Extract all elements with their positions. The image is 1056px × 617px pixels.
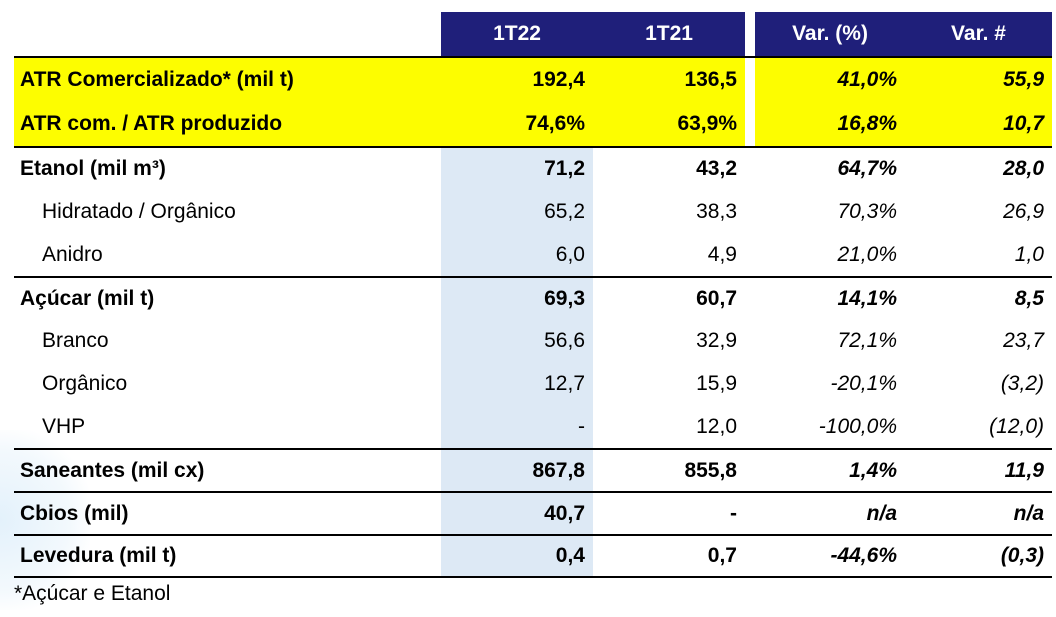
table-cell: 56,6 xyxy=(441,320,593,362)
table-cell: 63,9% xyxy=(593,102,745,146)
column-gap xyxy=(745,190,755,233)
table-cell: 4,9 xyxy=(707,242,737,266)
table-cell: 70,3% xyxy=(837,199,897,223)
header-blank xyxy=(14,12,441,56)
table-cell: (12,0) xyxy=(989,414,1044,438)
col-header-1t21: 1T21 xyxy=(593,12,745,56)
table-cell: 55,9 xyxy=(905,56,1052,102)
table-cell: 10,7 xyxy=(905,102,1052,146)
table-cell: 1,4% xyxy=(755,448,905,491)
column-gap xyxy=(745,276,755,320)
column-gap xyxy=(745,146,755,190)
row-label: Levedura (mil t) xyxy=(14,534,441,578)
row-label: Anidro xyxy=(42,242,103,266)
table-cell: 12,7 xyxy=(441,362,593,405)
table-cell: 23,7 xyxy=(1003,329,1044,352)
table-cell: 0,7 xyxy=(593,534,745,578)
row-label: Etanol (mil m³) xyxy=(14,146,441,190)
table-cell: 72,1% xyxy=(837,329,897,352)
table-cell: 60,7 xyxy=(593,276,745,320)
column-gap xyxy=(745,491,755,534)
table-cell: 41,0% xyxy=(755,56,905,102)
row-label: VHP xyxy=(42,414,86,438)
table-cell: - xyxy=(593,491,745,534)
table-cell: -44,6% xyxy=(755,534,905,578)
table-cell: 74,6% xyxy=(441,102,593,146)
table-cell: -20,1% xyxy=(830,371,897,395)
row-label: Saneantes (mil cx) xyxy=(14,448,441,491)
table-cell: 32,9 xyxy=(696,329,737,352)
col-header-var-abs: Var. # xyxy=(905,12,1052,56)
table-cell: n/a xyxy=(905,491,1052,534)
column-gap xyxy=(745,102,755,146)
table-cell: 11,9 xyxy=(905,448,1052,491)
table-cell: 16,8% xyxy=(755,102,905,146)
table-cell: 21,0% xyxy=(837,242,897,266)
table-cell: 867,8 xyxy=(441,448,593,491)
table-cell: n/a xyxy=(755,491,905,534)
table-cell: 15,9 xyxy=(696,371,737,395)
row-label: Hidratado / Orgânico xyxy=(42,199,236,223)
row-label: Açúcar (mil t) xyxy=(14,276,441,320)
table-cell: 6,0 xyxy=(441,233,593,276)
table-cell: 8,5 xyxy=(905,276,1052,320)
watermark xyxy=(0,430,90,610)
table-cell: -100,0% xyxy=(818,414,897,438)
table-cell: 38,3 xyxy=(696,199,737,223)
table-cell: 28,0 xyxy=(905,146,1052,190)
table-cell: 69,3 xyxy=(441,276,593,320)
column-gap xyxy=(745,534,755,578)
table-cell: 136,5 xyxy=(593,56,745,102)
row-label: Cbios (mil) xyxy=(14,491,441,534)
row-label: Orgânico xyxy=(42,371,128,395)
table-cell: (3,2) xyxy=(1000,371,1044,395)
table-cell: 192,4 xyxy=(441,56,593,102)
results-table: 1T22 1T21 Var. (%) Var. # ATR Comercializado… xyxy=(14,12,1052,578)
table-cell: 64,7% xyxy=(755,146,905,190)
table-cell: 71,2 xyxy=(441,146,593,190)
table-cell: 40,7 xyxy=(441,491,593,534)
table-cell: 14,1% xyxy=(755,276,905,320)
row-label: ATR Comercializado* (mil t) xyxy=(14,56,441,102)
table-cell: 43,2 xyxy=(593,146,745,190)
table-cell: 1,0 xyxy=(1014,242,1044,266)
table-cell: 65,2 xyxy=(441,190,593,233)
table-cell: 26,9 xyxy=(1003,199,1044,223)
column-gap xyxy=(745,320,755,362)
row-label: Branco xyxy=(42,329,109,352)
col-header-var-pct: Var. (%) xyxy=(755,12,905,56)
table-cell: 855,8 xyxy=(593,448,745,491)
column-gap xyxy=(745,405,755,448)
column-gap xyxy=(745,56,755,102)
footnote: *Açúcar e Etanol xyxy=(14,582,171,605)
table-cell: 12,0 xyxy=(696,414,737,438)
column-gap xyxy=(745,233,755,276)
column-gap xyxy=(745,448,755,491)
header-gap xyxy=(745,12,755,56)
table-cell: - xyxy=(441,405,593,448)
table-cell: 0,4 xyxy=(441,534,593,578)
table-cell: (0,3) xyxy=(905,534,1052,578)
row-label: ATR com. / ATR produzido xyxy=(14,102,441,146)
column-gap xyxy=(745,362,755,405)
col-header-1t22: 1T22 xyxy=(441,12,593,56)
